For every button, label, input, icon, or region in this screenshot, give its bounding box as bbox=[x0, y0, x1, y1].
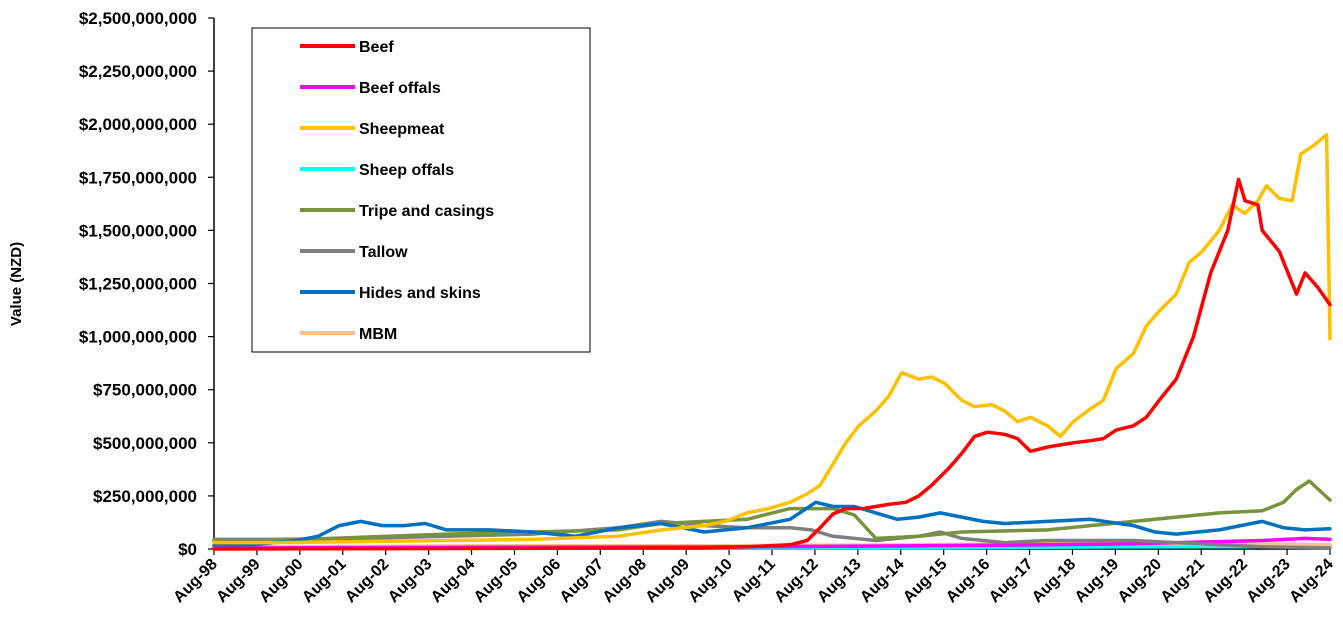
legend-label: Sheepmeat bbox=[359, 121, 445, 138]
x-tick-label: Aug-22 bbox=[1201, 556, 1251, 606]
x-tick-label: Aug-01 bbox=[299, 556, 349, 606]
y-tick-label: $1,000,000,000 bbox=[79, 328, 197, 347]
x-tick-label: Aug-08 bbox=[600, 556, 650, 606]
x-tick-label: Aug-18 bbox=[1029, 556, 1079, 606]
y-tick-label: $2,000,000,000 bbox=[79, 115, 197, 134]
x-tick-label: Aug-12 bbox=[771, 556, 821, 606]
x-tick-label: Aug-05 bbox=[471, 556, 521, 606]
x-tick-label: Aug-09 bbox=[643, 556, 693, 606]
legend-label: Tripe and casings bbox=[359, 203, 494, 220]
x-tick-label: Aug-21 bbox=[1158, 556, 1208, 606]
x-tick-label: Aug-99 bbox=[213, 556, 263, 606]
x-tick-label: Aug-07 bbox=[557, 556, 607, 606]
x-tick-label: Aug-02 bbox=[342, 556, 392, 606]
x-tick-label: Aug-19 bbox=[1072, 556, 1122, 606]
x-tick-label: Aug-17 bbox=[986, 556, 1036, 606]
x-tick-label: Aug-03 bbox=[385, 556, 435, 606]
y-tick-label: $1,250,000,000 bbox=[79, 275, 197, 294]
y-tick-label: $1,500,000,000 bbox=[79, 221, 197, 240]
legend-box bbox=[251, 27, 591, 353]
x-tick-label: Aug-00 bbox=[256, 556, 306, 606]
x-tick-label: Aug-20 bbox=[1115, 556, 1165, 606]
legend-label: Beef offals bbox=[359, 80, 441, 97]
y-tick-label: $2,500,000,000 bbox=[79, 9, 197, 28]
x-axis-ticks: Aug-98Aug-99Aug-00Aug-01Aug-02Aug-03Aug-… bbox=[170, 549, 1337, 606]
y-tick-label: $750,000,000 bbox=[93, 381, 197, 400]
y-axis-title: Value (NZD) bbox=[8, 242, 25, 326]
legend-label: Hides and skins bbox=[359, 285, 481, 302]
y-tick-label: $0 bbox=[178, 540, 197, 559]
x-tick-label: Aug-24 bbox=[1286, 556, 1336, 606]
x-tick-label: Aug-14 bbox=[857, 556, 907, 606]
x-tick-label: Aug-11 bbox=[729, 556, 779, 606]
y-axis-ticks: $0 $250,000,000 $500,000,000 $750,000,000 $1… bbox=[79, 9, 214, 559]
series-line-sheepmeat bbox=[212, 133, 1332, 545]
legend-label: Tallow bbox=[359, 244, 408, 261]
series-layer bbox=[212, 133, 1332, 551]
x-tick-label: Aug-10 bbox=[686, 556, 736, 606]
x-tick-label: Aug-98 bbox=[170, 556, 220, 606]
x-tick-label: Aug-23 bbox=[1244, 556, 1294, 606]
series-line-hides-and-skins bbox=[212, 500, 1332, 547]
x-tick-label: Aug-15 bbox=[900, 556, 950, 606]
legend-label: Beef bbox=[359, 39, 394, 56]
y-tick-label: $500,000,000 bbox=[93, 434, 197, 453]
series-line-beef bbox=[212, 177, 1332, 551]
x-tick-label: Aug-06 bbox=[514, 556, 564, 606]
x-tick-label: Aug-13 bbox=[814, 556, 864, 606]
y-tick-label: $250,000,000 bbox=[93, 487, 197, 506]
y-tick-label: $1,750,000,000 bbox=[79, 168, 197, 187]
legend: Beef Beef offals Sheepmeat Sheep offals Trip… bbox=[251, 27, 591, 353]
series-line-tallow bbox=[212, 519, 1332, 550]
x-tick-label: Aug-04 bbox=[428, 556, 478, 606]
legend-label: MBM bbox=[359, 326, 397, 343]
x-tick-label: Aug-16 bbox=[943, 556, 993, 606]
y-tick-label: $2,250,000,000 bbox=[79, 62, 197, 81]
legend-label: Sheep offals bbox=[359, 162, 454, 179]
